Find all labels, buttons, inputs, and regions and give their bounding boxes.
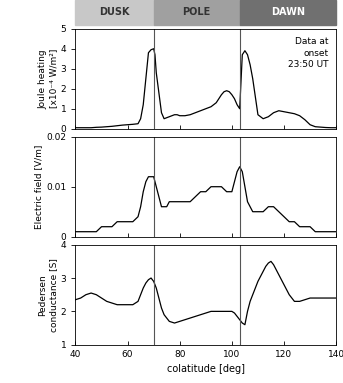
X-axis label: colatitude [deg]: colatitude [deg] <box>167 364 245 374</box>
Text: POLE: POLE <box>182 7 211 18</box>
Y-axis label: Pedersen
conductance [S]: Pedersen conductance [S] <box>38 258 58 332</box>
Y-axis label: Joule heating
[x10⁻⁴ W/m²]: Joule heating [x10⁻⁴ W/m²] <box>38 49 58 108</box>
Text: DAWN: DAWN <box>271 7 305 18</box>
Text: Data at
onset
23:50 UT: Data at onset 23:50 UT <box>288 37 328 69</box>
Y-axis label: Electric field [V/m]: Electric field [V/m] <box>35 144 44 229</box>
Text: DUSK: DUSK <box>99 7 130 18</box>
